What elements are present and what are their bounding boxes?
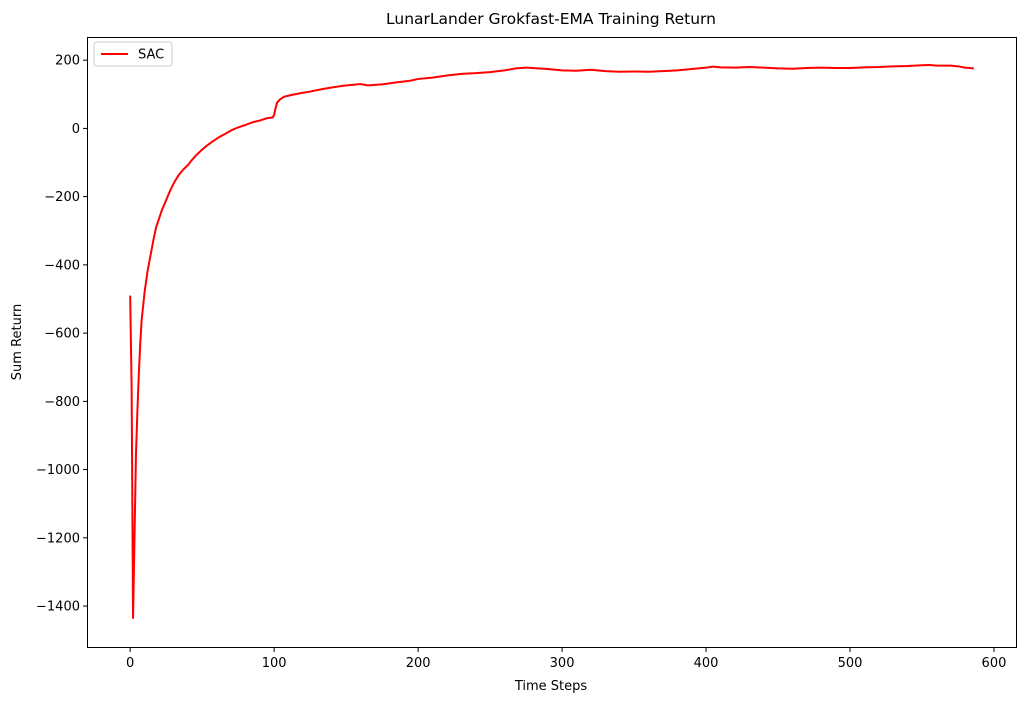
- legend-box: [93, 41, 173, 67]
- plot-area: [87, 37, 1017, 648]
- y-tick-label: −1200: [36, 531, 80, 546]
- y-tick-label: 200: [55, 54, 80, 69]
- x-tick-label: 0: [126, 656, 134, 671]
- y-axis-label: Sum Return: [10, 304, 25, 380]
- x-axis: 0 100 200 300 400 500 600: [126, 647, 1006, 671]
- x-tick-label: 100: [262, 656, 287, 671]
- y-tick-label: −200: [44, 190, 80, 205]
- y-tick-label: 0: [72, 122, 80, 137]
- x-tick-label: 300: [550, 656, 575, 671]
- series-line-sac: [129, 63, 974, 619]
- legend-label-sac: SAC: [138, 48, 164, 63]
- x-axis-label: Time Steps: [514, 679, 588, 694]
- y-tick-label: −800: [44, 395, 80, 410]
- y-tick-label: −1000: [36, 463, 80, 478]
- x-tick-label: 600: [982, 656, 1007, 671]
- y-axis: −1400 −1200 −1000 −800 −600 −400 −200 0 200: [36, 54, 88, 615]
- axes-frame: [87, 37, 1017, 648]
- x-tick-label: 500: [838, 656, 863, 671]
- y-tick-label: −1400: [36, 600, 80, 615]
- chart-title: LunarLander Grokfast-EMA Training Return: [386, 10, 716, 28]
- x-tick-label: 200: [406, 656, 431, 671]
- legend: SAC: [93, 41, 173, 67]
- x-tick-label: 400: [694, 656, 719, 671]
- y-tick-label: −400: [44, 258, 80, 273]
- y-tick-label: −600: [44, 327, 80, 342]
